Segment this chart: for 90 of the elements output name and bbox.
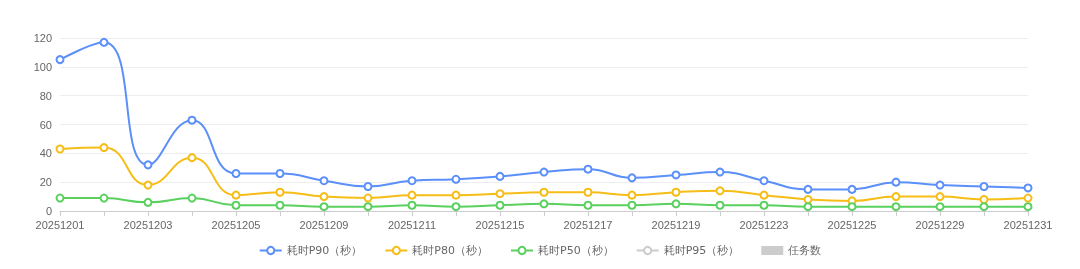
- point: [363, 181, 373, 191]
- point: [935, 192, 945, 202]
- point: [275, 169, 285, 179]
- y-tick-label: 40: [39, 147, 52, 160]
- y-tick-label: 0: [45, 205, 52, 217]
- point: [55, 144, 65, 154]
- point: [55, 193, 65, 203]
- point: [231, 190, 241, 200]
- point: [847, 184, 857, 194]
- x-tick-label: 20251201: [35, 218, 85, 231]
- point: [539, 167, 549, 177]
- point: [319, 202, 329, 212]
- point: [407, 200, 417, 210]
- point: [539, 199, 549, 209]
- y-tick-label: 80: [39, 89, 52, 102]
- point: [143, 180, 153, 190]
- x-tick-label: 20251229: [915, 218, 965, 231]
- point: [275, 200, 285, 210]
- point: [671, 170, 681, 180]
- point: [495, 200, 505, 210]
- x-tick-label: 20251211: [387, 218, 437, 231]
- point: [891, 192, 901, 202]
- point: [451, 174, 461, 184]
- point: [99, 143, 109, 153]
- point: [187, 115, 197, 125]
- point: [275, 187, 285, 197]
- point: [583, 200, 593, 210]
- legend-label: 耗时P95（秒）: [663, 244, 740, 257]
- point: [99, 37, 109, 47]
- point: [187, 153, 197, 163]
- point: [407, 190, 417, 200]
- point: [759, 190, 769, 200]
- point: [231, 200, 241, 210]
- point: [495, 171, 505, 181]
- x-tick-label: 20251203: [123, 218, 173, 231]
- y-tick-label: 100: [33, 60, 52, 73]
- x-tick-label: 20251217: [563, 218, 613, 231]
- legend-label: 耗时P50（秒）: [538, 244, 614, 257]
- point: [539, 187, 549, 197]
- point: [407, 176, 417, 186]
- point: [55, 55, 65, 65]
- point: [451, 190, 461, 200]
- y-tick-label: 60: [39, 118, 52, 131]
- point: [363, 202, 373, 212]
- point: [847, 202, 857, 212]
- point: [319, 192, 329, 202]
- x-tick-label: 20251219: [651, 218, 701, 231]
- x-tick-label: 20251225: [827, 218, 877, 231]
- point: [363, 193, 373, 203]
- point: [143, 160, 153, 170]
- x-tick-label: 20251205: [211, 218, 261, 231]
- point: [1023, 183, 1033, 193]
- point: [979, 202, 989, 212]
- legend-label: 任务数: [787, 244, 822, 257]
- point: [1023, 193, 1033, 203]
- x-tick-label: 20251231: [1003, 218, 1053, 231]
- point: [583, 164, 593, 174]
- point: [979, 181, 989, 191]
- point: [231, 169, 241, 179]
- point: [715, 186, 725, 196]
- point: [759, 176, 769, 186]
- point: [495, 189, 505, 199]
- point: [671, 187, 681, 197]
- y-tick-label: 20: [39, 176, 52, 189]
- point: [803, 184, 813, 194]
- legend-label: 耗时P90（秒）: [286, 244, 363, 257]
- point: [627, 190, 637, 200]
- point: [891, 177, 901, 187]
- point: [143, 197, 153, 207]
- point: [451, 202, 461, 212]
- point: [803, 202, 813, 212]
- point: [891, 202, 901, 212]
- point: [187, 193, 197, 203]
- point: [99, 193, 109, 203]
- point: [627, 173, 637, 183]
- x-tick-label: 20251215: [475, 218, 525, 231]
- point: [715, 167, 725, 177]
- point: [1023, 202, 1033, 212]
- point: [935, 180, 945, 190]
- point: [583, 187, 593, 197]
- legend-label: 耗时P80（秒）: [412, 244, 489, 257]
- point: [627, 200, 637, 210]
- point: [759, 200, 769, 210]
- y-tick-label: 120: [33, 32, 52, 44]
- point: [671, 199, 681, 209]
- point: [715, 200, 725, 210]
- point: [319, 176, 329, 186]
- x-tick-label: 20251223: [739, 218, 789, 231]
- point: [935, 202, 945, 212]
- x-tick-label: 20251209: [299, 218, 349, 231]
